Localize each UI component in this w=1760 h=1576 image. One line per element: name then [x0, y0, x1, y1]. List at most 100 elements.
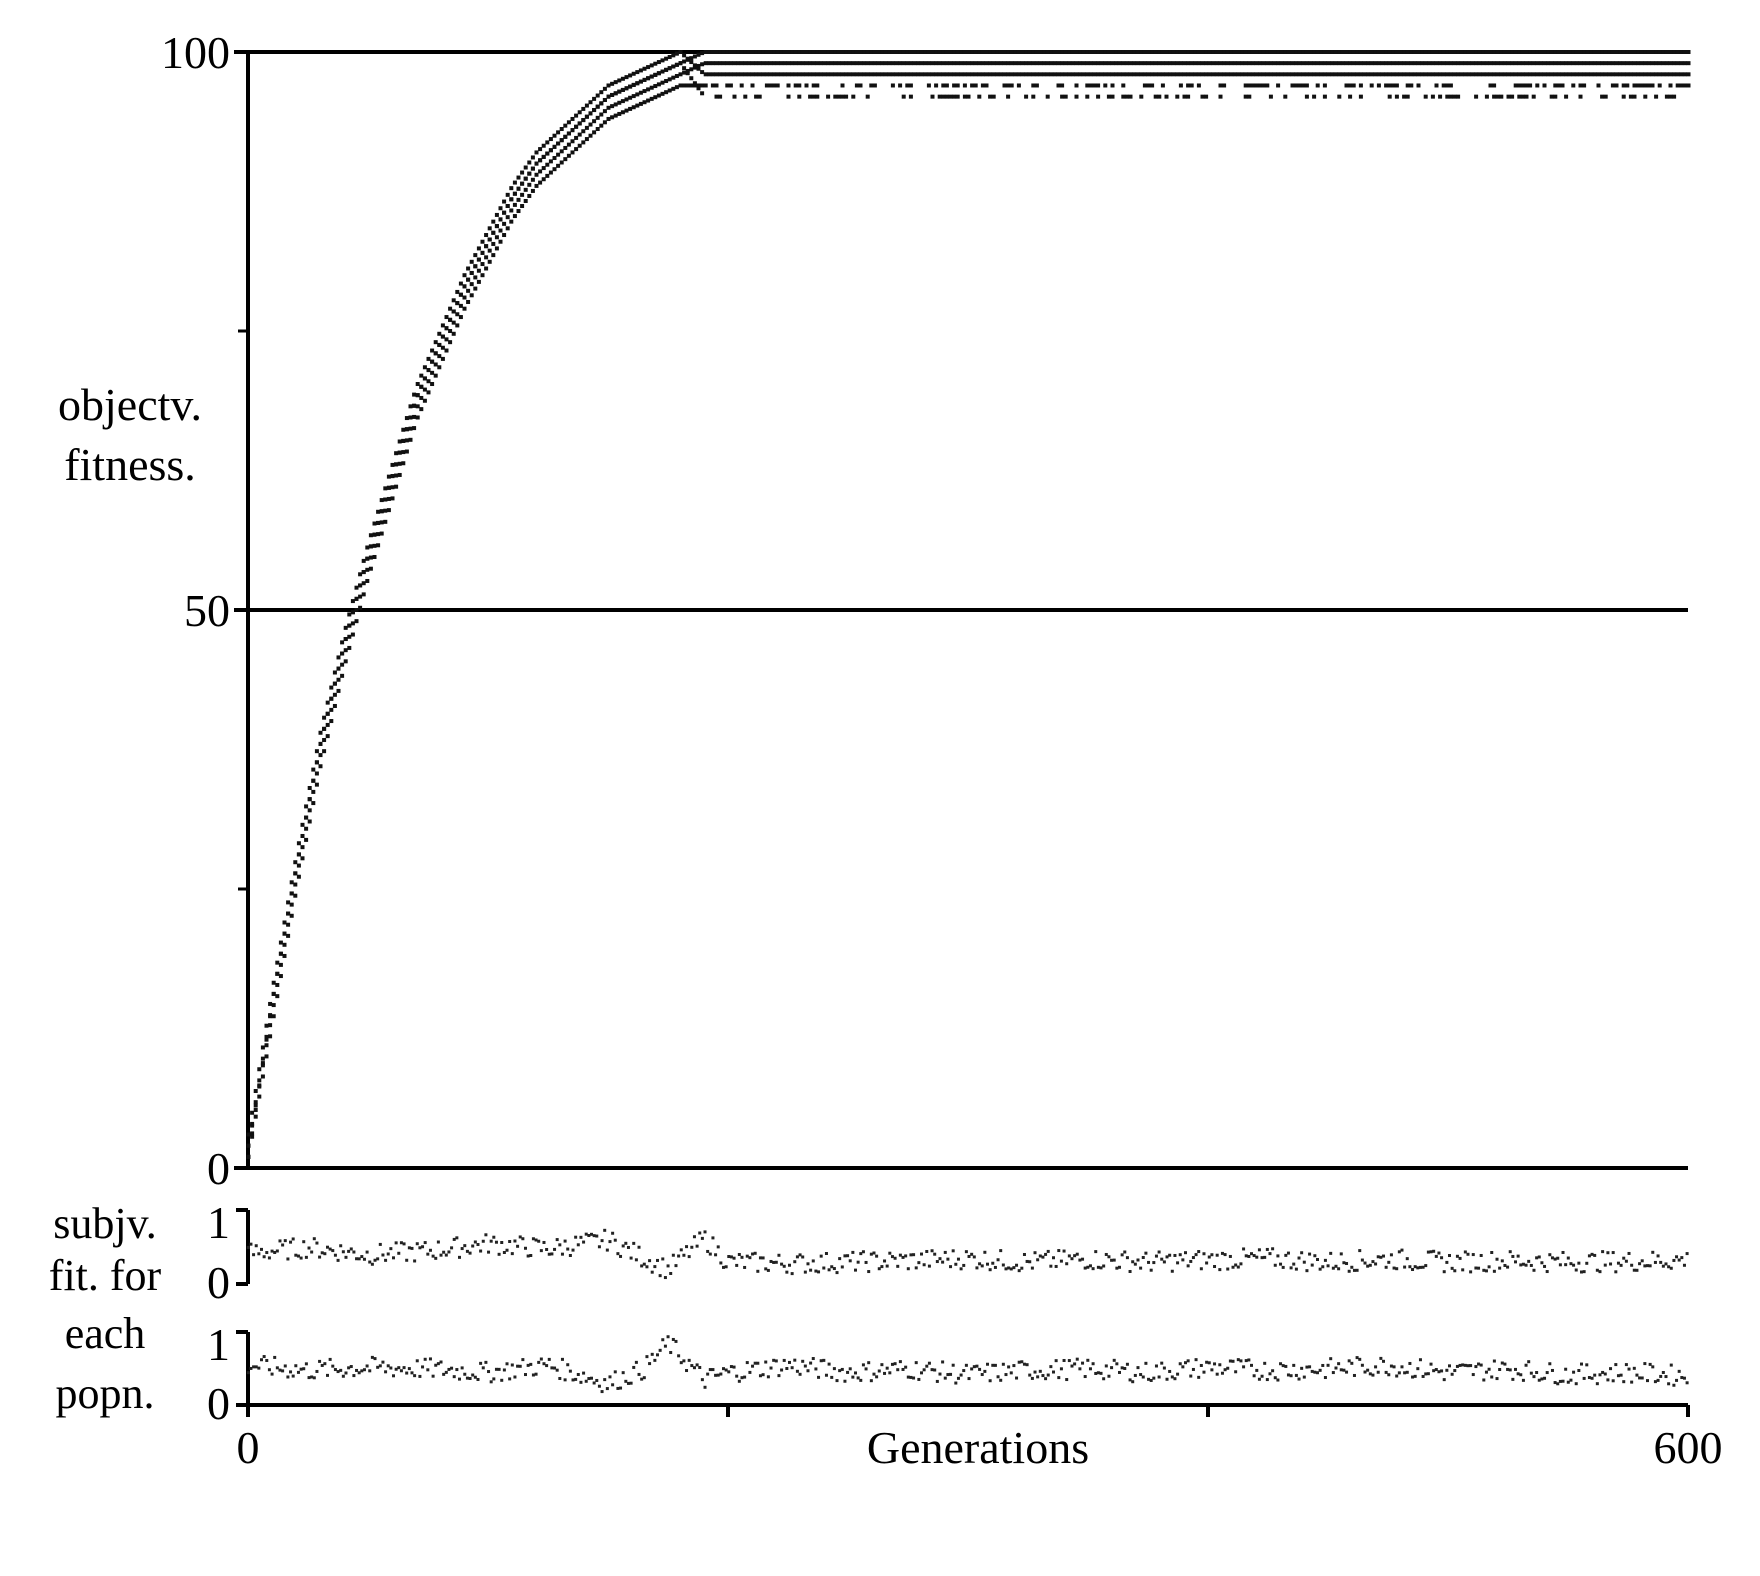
- data-point-objective: [1056, 61, 1061, 66]
- data-point-objective: [984, 72, 989, 77]
- data-point-subjective: [1302, 1375, 1306, 1379]
- data-point-objective: [1664, 94, 1669, 99]
- data-point-subjective: [597, 1245, 601, 1249]
- data-point-subjective: [1421, 1374, 1425, 1378]
- data-point-objective: [944, 94, 949, 99]
- data-point-objective: [696, 63, 701, 68]
- data-point-subjective: [254, 1365, 258, 1369]
- data-point-subjective: [1136, 1366, 1140, 1370]
- data-point-objective: [768, 61, 773, 66]
- data-point-objective: [1405, 94, 1410, 99]
- data-point-subjective: [1210, 1368, 1214, 1372]
- data-point-subjective: [1247, 1254, 1251, 1258]
- data-point-subjective: [663, 1276, 667, 1280]
- data-point-objective: [818, 61, 823, 66]
- data-point-subjective: [777, 1253, 781, 1257]
- data-point-objective: [646, 65, 651, 70]
- data-point-objective: [962, 94, 967, 99]
- data-point-objective: [257, 1067, 262, 1072]
- data-point-objective: [808, 50, 813, 54]
- data-point-objective: [1477, 61, 1482, 66]
- data-point-objective: [1459, 72, 1464, 77]
- data-point-objective: [1024, 50, 1029, 54]
- data-point-objective: [610, 81, 615, 86]
- data-point-subjective: [692, 1366, 696, 1370]
- data-point-objective: [1524, 72, 1529, 77]
- data-point-subjective: [1284, 1253, 1288, 1257]
- data-point-objective: [1495, 50, 1500, 54]
- data-point-objective: [1654, 50, 1659, 54]
- data-point-objective: [1672, 94, 1677, 99]
- data-point-objective: [1283, 61, 1288, 66]
- data-point-objective: [959, 61, 964, 66]
- data-point-objective: [1268, 50, 1273, 54]
- data-point-objective: [1517, 72, 1522, 77]
- data-point-subjective: [260, 1358, 263, 1362]
- data-point-objective: [552, 144, 557, 149]
- data-point-objective: [714, 94, 719, 99]
- data-point-objective: [1326, 72, 1331, 77]
- data-point-subjective: [611, 1231, 615, 1235]
- data-point-subjective: [671, 1253, 675, 1257]
- data-point-objective: [923, 72, 928, 77]
- data-point-subjective: [1062, 1358, 1066, 1362]
- data-point-objective: [1132, 50, 1137, 54]
- data-point-subjective: [1157, 1375, 1161, 1379]
- data-point-subjective: [392, 1256, 395, 1260]
- data-point-subjective: [1125, 1256, 1129, 1260]
- y-axis-label-line-2: fitness.: [64, 439, 196, 490]
- data-point-objective: [437, 365, 442, 370]
- data-point-objective: [617, 111, 622, 116]
- data-point-objective: [250, 1131, 255, 1136]
- data-point-objective: [754, 94, 759, 99]
- data-point-objective: [991, 94, 996, 99]
- data-point-subjective: [1220, 1251, 1224, 1255]
- data-point-objective: [901, 61, 906, 66]
- data-point-subjective: [1548, 1362, 1552, 1366]
- data-point-objective: [556, 141, 561, 146]
- data-point-subjective: [1564, 1263, 1568, 1267]
- data-point-subjective: [1432, 1369, 1436, 1373]
- data-point-objective: [1333, 50, 1338, 54]
- data-point-subjective: [249, 1366, 253, 1370]
- data-point-objective: [1391, 72, 1396, 77]
- data-point-subjective: [663, 1344, 667, 1348]
- data-point-objective: [628, 84, 633, 89]
- data-point-subjective: [502, 1368, 506, 1372]
- data-point-subjective: [888, 1371, 892, 1375]
- data-point-subjective: [946, 1257, 950, 1261]
- data-point-objective: [1250, 50, 1255, 54]
- data-point-objective: [1193, 50, 1198, 54]
- data-point-subjective: [962, 1263, 966, 1267]
- data-point-objective: [1258, 83, 1263, 88]
- data-point-subjective: [1128, 1269, 1132, 1273]
- data-point-subjective: [1363, 1370, 1367, 1374]
- data-point-objective: [372, 543, 377, 548]
- data-point-objective: [1016, 72, 1021, 77]
- data-point-objective: [977, 61, 982, 66]
- data-point-subjective: [1329, 1251, 1333, 1255]
- data-point-objective: [869, 61, 874, 66]
- data-point-subjective: [1664, 1375, 1668, 1379]
- data-point-objective: [847, 61, 852, 66]
- data-point-subjective: [547, 1357, 551, 1361]
- data-point-objective: [1376, 61, 1381, 66]
- data-point-objective: [1402, 61, 1407, 66]
- data-point-objective: [1218, 72, 1223, 77]
- data-point-objective: [1006, 83, 1011, 88]
- data-point-objective: [1643, 72, 1648, 77]
- data-point-objective: [1121, 83, 1126, 88]
- data-point-objective: [635, 92, 640, 97]
- data-point-objective: [1207, 61, 1212, 66]
- data-point-objective: [1531, 50, 1536, 54]
- data-point-objective: [984, 61, 989, 66]
- data-point-subjective: [465, 1376, 469, 1380]
- data-point-objective: [1330, 72, 1335, 77]
- data-point-subjective: [642, 1262, 646, 1266]
- data-point-subjective: [294, 1253, 298, 1257]
- data-point-objective: [361, 570, 366, 575]
- data-point-objective: [757, 61, 762, 66]
- data-point-subjective: [320, 1251, 324, 1255]
- data-point-objective: [1610, 61, 1615, 66]
- data-point-subjective: [1044, 1252, 1048, 1256]
